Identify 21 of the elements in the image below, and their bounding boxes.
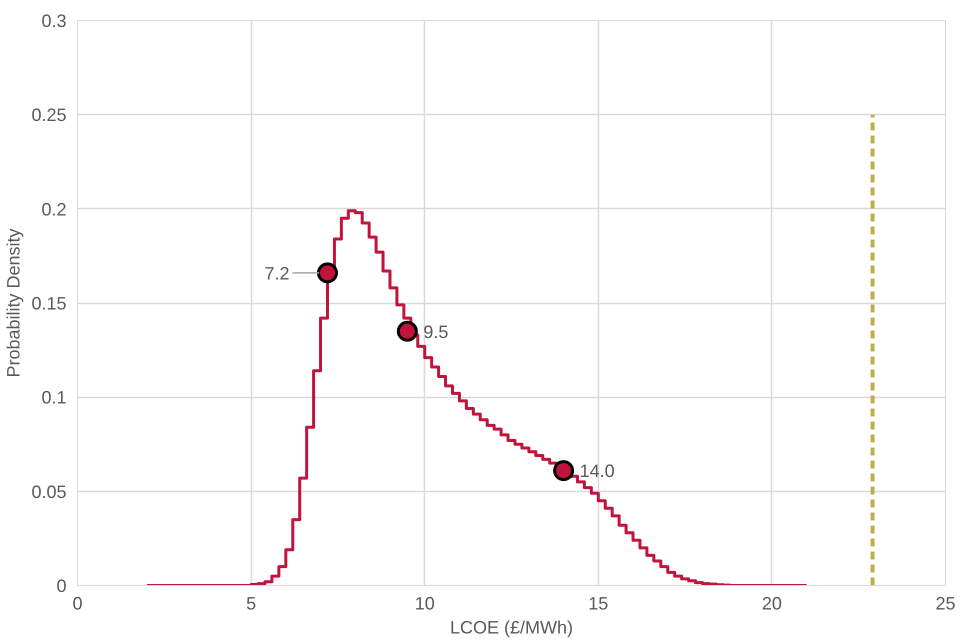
x-tick-label: 10 (414, 594, 435, 614)
annotation: 7.2 (264, 263, 290, 284)
y-tick-label: 0.2 (41, 199, 67, 220)
x-tick-label: 20 (762, 594, 782, 614)
x-tick-label: 15 (588, 594, 608, 614)
annotation: 14.0 (580, 461, 615, 482)
point (553, 460, 574, 482)
y-tick-label: 0.3 (41, 11, 67, 31)
x-tick-label: 25 (935, 594, 956, 614)
point (316, 262, 338, 284)
point (396, 320, 418, 342)
annotation: 9.5 (423, 322, 448, 342)
y-tick-label: 0.05 (31, 482, 67, 502)
x-axis-title: LCOE (£/MWh) (450, 618, 574, 638)
x-tick-label: 5 (246, 594, 256, 614)
x-tick-label: 0 (72, 594, 83, 614)
y-axis-title: Probability Density (3, 228, 24, 378)
y-tick-label: 0 (56, 576, 67, 596)
y-tick-label: 0.15 (31, 294, 67, 314)
y-tick-label: 0.25 (31, 105, 67, 126)
y-tick-label: 0.1 (41, 388, 67, 408)
